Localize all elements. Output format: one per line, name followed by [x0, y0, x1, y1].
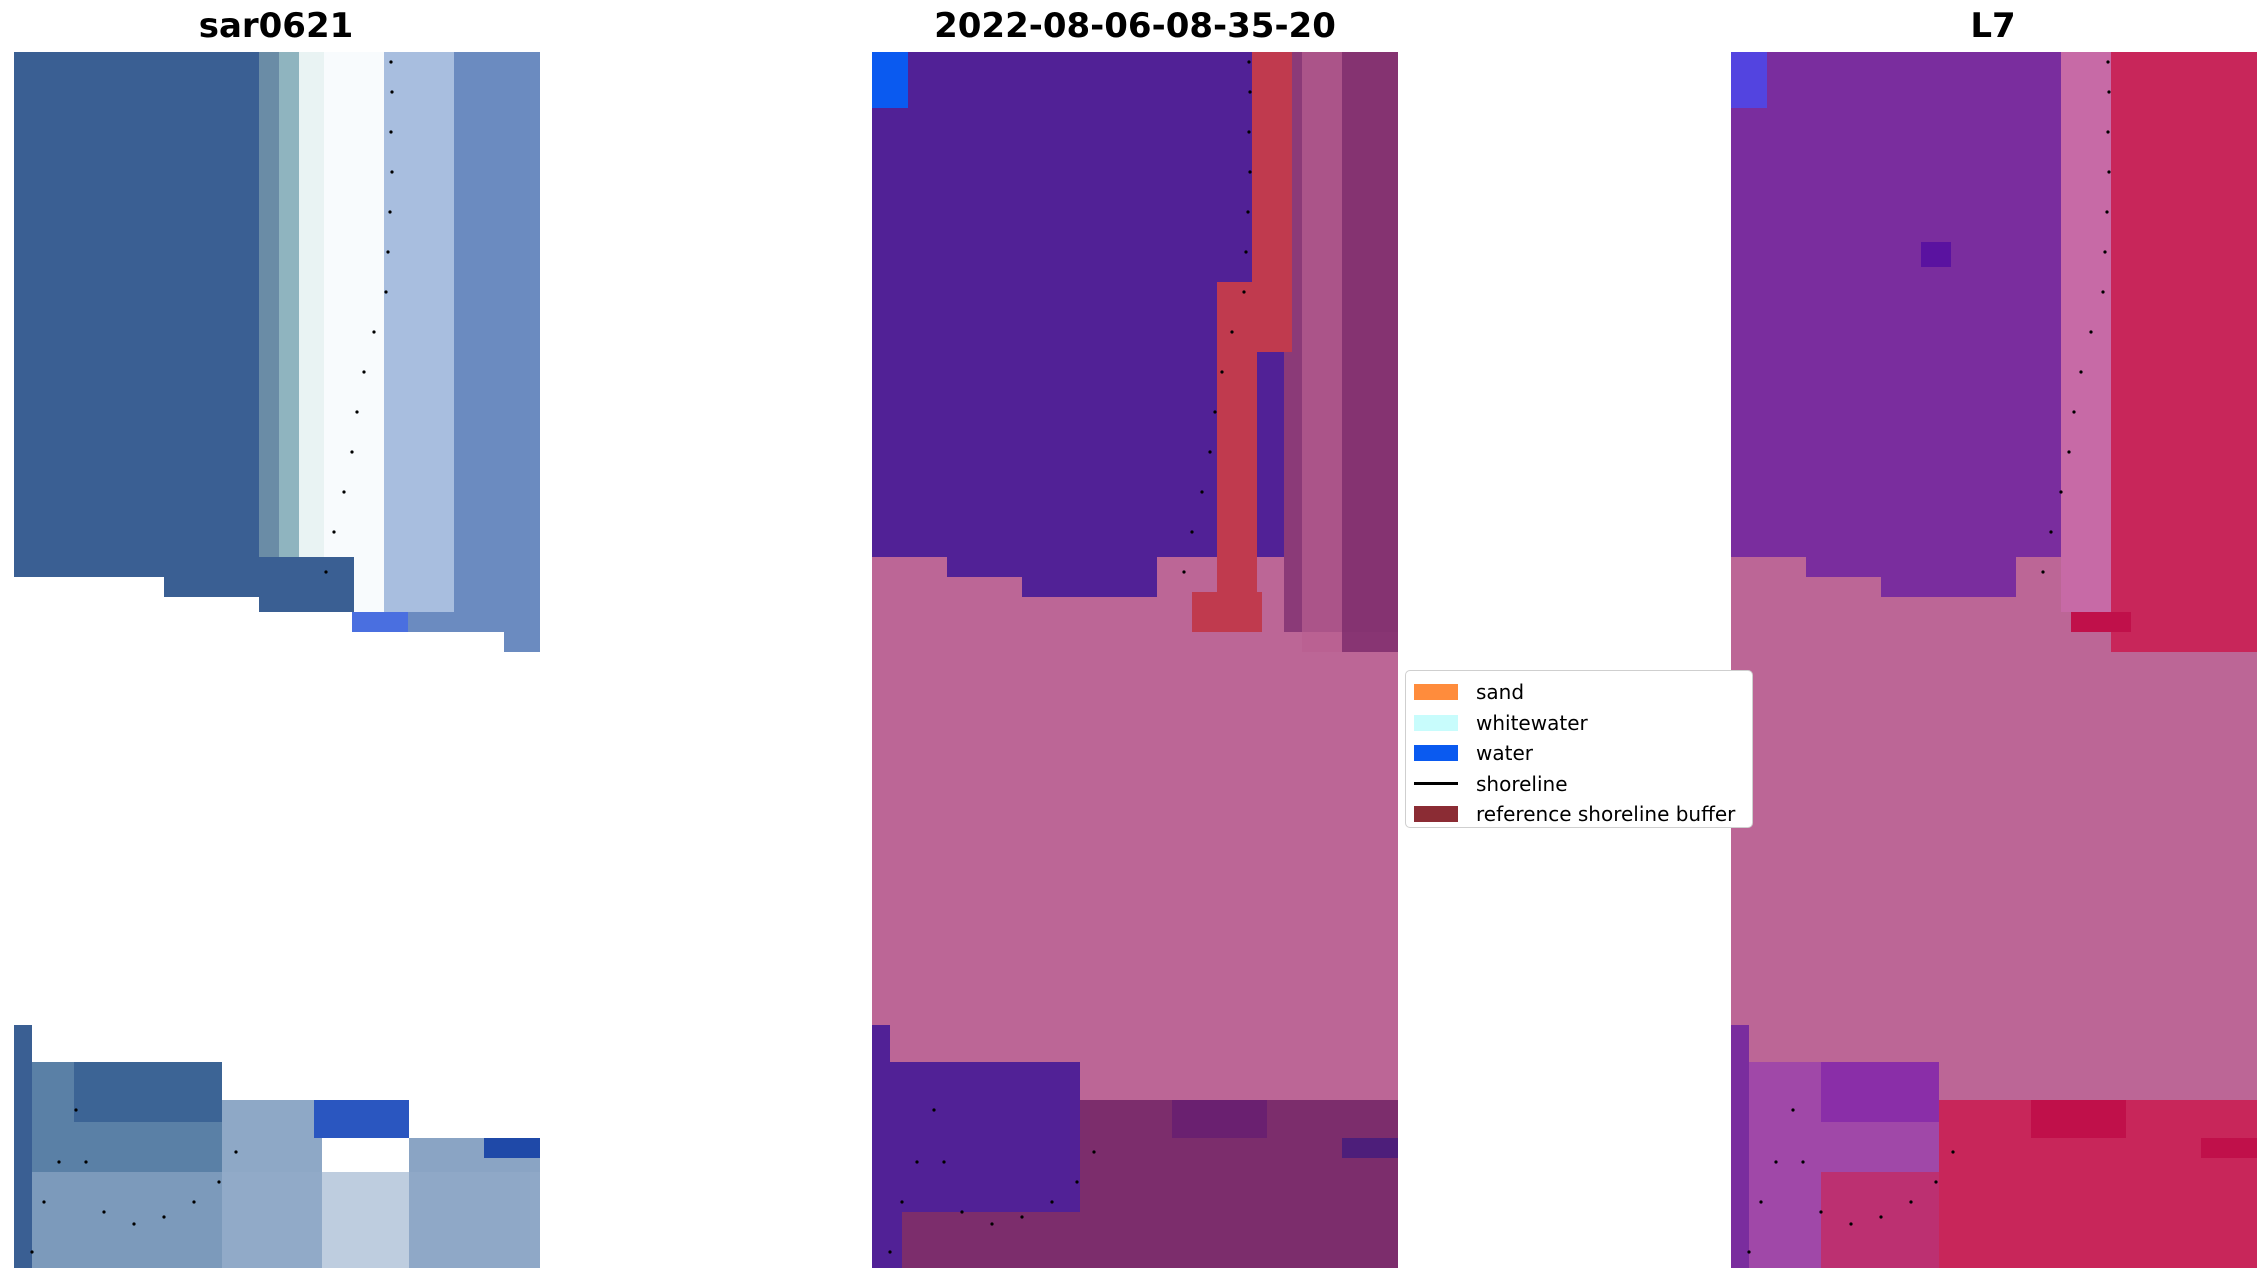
- shoreline-line-swatch: [1414, 782, 1458, 786]
- water-swatch: [1414, 745, 1458, 762]
- shoreline-dots-rgb: [30, 60, 394, 1254]
- legend-label-shoreline: shoreline: [1476, 771, 1568, 796]
- panel-title-rgb: sar0621: [198, 6, 354, 46]
- index-bottom: [1731, 1025, 2257, 1268]
- legend-label-sand: sand: [1476, 680, 1525, 705]
- legend-label-buffer: reference shoreline buffer: [1476, 802, 1736, 827]
- rgb-bottom-block: [14, 1025, 540, 1268]
- rgb-top-block: [14, 52, 540, 652]
- class-buffer-top: [1192, 52, 1398, 652]
- index-panel: [1731, 52, 2257, 1268]
- sand-swatch: [1414, 684, 1458, 701]
- legend-item-whitewater: whitewater: [1414, 708, 1744, 739]
- buffer-swatch: [1414, 806, 1458, 823]
- legend-item-shoreline: shoreline: [1414, 769, 1744, 800]
- legend-item-water: water: [1414, 738, 1744, 769]
- legend-label-water: water: [1476, 741, 1533, 766]
- panel-title-classification: 2022-08-06-08-35-20: [934, 6, 1336, 46]
- legend-item-buffer: reference shoreline buffer: [1414, 799, 1744, 830]
- shoreline-dots-index: [1747, 60, 2111, 1254]
- index-top: [1731, 52, 2257, 652]
- panel-title-index: L7: [1970, 6, 2016, 46]
- class-water-bottom: [872, 1025, 1398, 1268]
- legend-item-sand: sand: [1414, 677, 1744, 708]
- shoreline-dots-class: [888, 60, 1252, 1254]
- legend-label-whitewater: whitewater: [1476, 710, 1588, 735]
- classification-panel: [872, 52, 1398, 1268]
- legend: sand whitewater water shoreline referenc…: [1405, 670, 1753, 828]
- whitewater-swatch: [1414, 714, 1458, 731]
- rgb-image-panel: [14, 52, 540, 1268]
